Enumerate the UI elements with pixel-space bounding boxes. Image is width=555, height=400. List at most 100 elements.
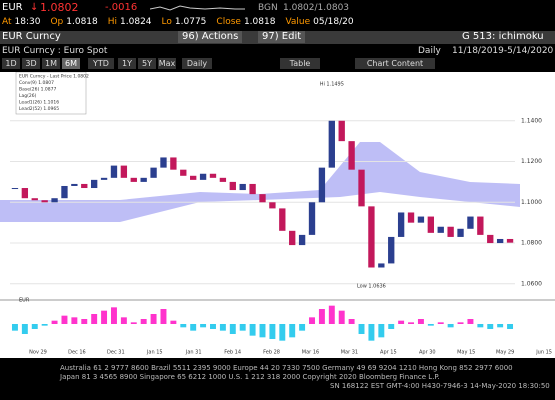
candle: [487, 234, 494, 244]
x-tick-label: Jun 15: [535, 350, 552, 356]
table-button[interactable]: Table: [280, 58, 320, 69]
candle: [417, 216, 425, 223]
oscillator-bar: [328, 305, 335, 324]
change: -.0016: [105, 2, 138, 13]
legend-entry: Lag(26): [19, 93, 37, 99]
oscillator-bar: [299, 324, 306, 331]
legend-entry: Lead1(26) 1.1016: [19, 100, 59, 106]
footer-line: Australia 61 2 9777 8600 Brazil 5511 239…: [60, 364, 513, 372]
candle: [140, 177, 147, 182]
edit-button[interactable]: 97) Edit: [258, 31, 306, 43]
frequency: Daily: [418, 46, 441, 56]
oscillator-bar: [140, 319, 147, 324]
oscillator-bar: [200, 324, 207, 328]
y-tick-label: 1.1400: [521, 117, 542, 124]
candle: [477, 216, 484, 235]
range-button[interactable]: 3D: [22, 58, 40, 69]
candle: [71, 183, 78, 186]
quote-value: 1.0818: [66, 17, 98, 27]
candle: [21, 188, 29, 199]
oscillator-bar: [318, 309, 325, 324]
oscillator-bar: [437, 322, 444, 324]
quote-label: Hi: [107, 17, 118, 27]
price: 1.0802: [40, 1, 79, 14]
candle: [120, 165, 128, 178]
x-tick-label: Feb 28: [263, 350, 280, 356]
oscillator-bar: [11, 324, 18, 331]
oscillator-bar: [358, 324, 365, 334]
candle: [506, 238, 514, 243]
candle: [298, 234, 306, 246]
ticker: EUR: [2, 2, 23, 13]
candle: [358, 169, 365, 207]
legend-entry: Base(26) 1.0877: [19, 87, 57, 93]
range-button[interactable]: 1M: [42, 58, 60, 69]
x-tick-label: Nov 29: [29, 350, 47, 356]
oscillator-bar: [398, 320, 405, 324]
oscillator-bar: [279, 324, 286, 341]
quote-value: 1.0775: [174, 17, 207, 27]
range-button[interactable]: Max: [158, 58, 176, 69]
candle: [378, 263, 385, 268]
candle: [110, 165, 118, 178]
x-tick-label: Apr 30: [419, 350, 436, 356]
candle: [467, 216, 474, 229]
range-button[interactable]: YTD: [88, 58, 114, 69]
oscillator-bar: [101, 310, 108, 324]
actions-button[interactable]: 96) Actions: [178, 31, 243, 43]
candle: [348, 141, 355, 170]
candle: [318, 167, 326, 203]
oscillator-bar: [457, 322, 464, 324]
oscillator-bar: [309, 317, 315, 324]
candle: [447, 226, 454, 237]
ichimoku-cloud: [0, 192, 200, 222]
x-tick-label: May 29: [496, 350, 514, 356]
candle: [190, 175, 197, 180]
quote-label: At: [2, 17, 12, 27]
oscillator-bar: [170, 320, 177, 324]
candle: [397, 212, 405, 237]
sparkline: [150, 5, 245, 11]
oscillator-bar: [289, 324, 296, 338]
candle: [368, 206, 375, 268]
oscillator-bar: [71, 317, 78, 324]
quote-value: 05/18/20: [313, 17, 354, 27]
candle: [308, 202, 316, 235]
candle: [229, 181, 236, 191]
candle: [100, 177, 108, 180]
oscillator-bar: [41, 324, 48, 326]
quote-row: At 18:30 Op 1.0818 Hi 1.0824 Lo 1.0775 Close 1.08…: [2, 16, 364, 28]
candle: [427, 216, 435, 233]
candle: [170, 157, 177, 170]
range-button[interactable]: 1Y: [118, 58, 136, 69]
date-range: 11/18/2019-5/14/2020: [452, 46, 554, 56]
range-button[interactable]: 5Y: [138, 58, 156, 69]
oscillator-bar: [130, 322, 137, 324]
range-button[interactable]: 6M: [62, 58, 80, 69]
oscillator-bar: [190, 324, 197, 331]
quote-label: Op: [50, 17, 64, 27]
x-tick-label: Jan 31: [185, 350, 202, 356]
oscillator-bar: [427, 324, 434, 326]
oscillator-bar: [477, 324, 484, 328]
oscillator-bar: [91, 314, 98, 324]
oscillator-bar: [111, 307, 117, 324]
oscillator-bar: [249, 324, 256, 336]
oscillator-bar: [348, 319, 355, 324]
quote-value: 1.0818: [243, 17, 276, 27]
candle: [130, 177, 137, 182]
candle: [289, 230, 296, 246]
candle: [259, 194, 266, 203]
candle: [457, 228, 464, 237]
chart-content-button[interactable]: Chart Content: [355, 58, 435, 69]
annotation: Hi 1.1495: [320, 82, 344, 88]
candle: [209, 173, 217, 178]
range-button[interactable]: Daily: [182, 58, 212, 69]
description: EUR Curncy : Euro Spot: [2, 46, 108, 56]
range-button[interactable]: 1D: [2, 58, 20, 69]
oscillator-bar: [31, 324, 38, 329]
x-tick-label: May 15: [457, 350, 475, 356]
oscillator-bar: [219, 324, 226, 331]
arrow: ↓: [30, 2, 39, 13]
legend-entry: EUR: [19, 298, 30, 304]
